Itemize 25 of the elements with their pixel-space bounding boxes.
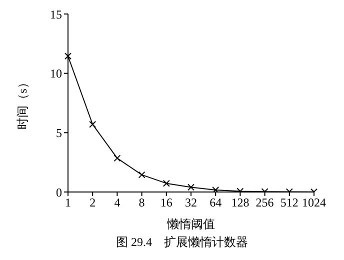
x-axis-title: 懒惰阈值 — [166, 217, 215, 231]
caption: 图 29.4 扩展懒惰计数器 — [115, 234, 249, 251]
y-tick-label: 15 — [50, 7, 62, 22]
point — [114, 154, 121, 162]
x-tick-label: 1 — [65, 196, 71, 210]
point — [138, 171, 146, 178]
x-tick-label: 4 — [114, 196, 120, 210]
y-tick-label: 0 — [56, 185, 62, 200]
x-tick-label: 64 — [210, 196, 222, 210]
point — [162, 180, 170, 187]
point — [188, 184, 194, 191]
y-tick-label: 5 — [56, 126, 62, 140]
y-axis-title: 时间（s） — [15, 76, 30, 130]
x-tick-label: 256 — [256, 196, 274, 210]
x-tick-label: 1024 — [302, 196, 326, 210]
x-tick-label: 32 — [185, 196, 197, 210]
point — [212, 186, 220, 192]
point — [64, 52, 72, 60]
x-tick-label: 128 — [231, 196, 250, 210]
x-tick-label: 512 — [280, 196, 298, 210]
y-tick-label: 10 — [50, 66, 62, 81]
x-tick-label: 8 — [138, 196, 145, 210]
x-tick-label: 2 — [90, 196, 96, 210]
point — [89, 120, 96, 128]
x-tick-label: 16 — [160, 196, 172, 210]
